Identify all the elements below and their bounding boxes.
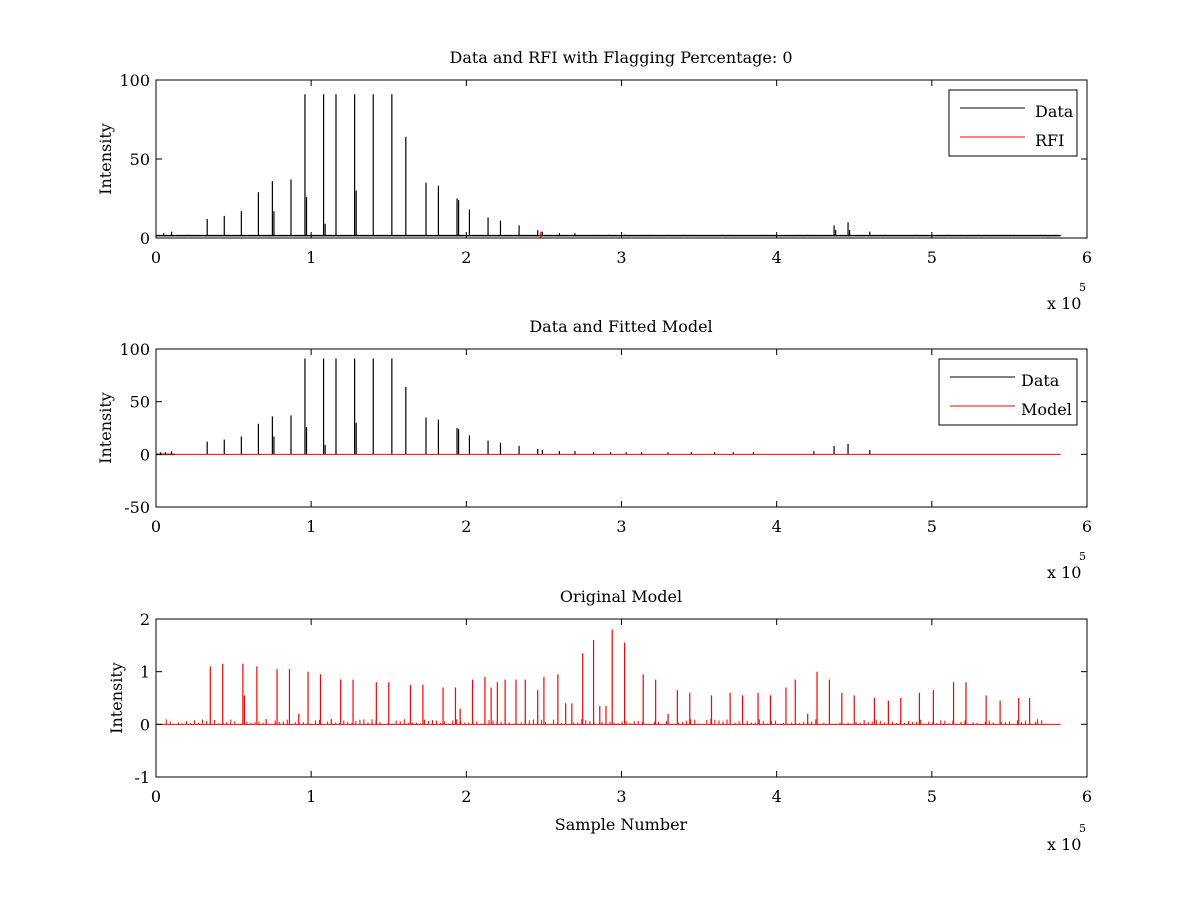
x-tick-label: 1 bbox=[306, 517, 316, 536]
y-tick-label: 0 bbox=[140, 445, 150, 464]
x-tick-label: 5 bbox=[927, 517, 937, 536]
x-tick-label: 6 bbox=[1082, 787, 1092, 806]
x-tick-label: 2 bbox=[461, 517, 471, 536]
x-tick-label: 1 bbox=[306, 248, 316, 267]
x-multiplier-base: x 10 bbox=[1047, 563, 1081, 582]
x-multiplier-exponent: 5 bbox=[1079, 281, 1086, 294]
x-multiplier-exponent: 5 bbox=[1079, 550, 1086, 563]
y-axis-label: Intensity bbox=[107, 662, 126, 734]
y-tick-label: -1 bbox=[134, 768, 150, 787]
x-tick-label: 0 bbox=[151, 248, 161, 267]
x-tick-label: 3 bbox=[616, 517, 626, 536]
panel-title: Original Model bbox=[560, 587, 682, 606]
y-tick-label: 100 bbox=[119, 71, 150, 90]
x-multiplier-base: x 10 bbox=[1047, 835, 1081, 854]
x-tick-label: 3 bbox=[616, 248, 626, 267]
y-tick-label: -50 bbox=[124, 498, 150, 517]
x-tick-label: 2 bbox=[461, 787, 471, 806]
data-layer bbox=[156, 358, 1061, 456]
legend-box bbox=[948, 89, 1078, 157]
y-tick-label: 0 bbox=[140, 715, 150, 734]
data-layer bbox=[156, 629, 1061, 725]
legend: Data Model bbox=[938, 358, 1078, 426]
x-tick-label: 4 bbox=[772, 248, 782, 267]
y-tick-label: 50 bbox=[130, 150, 150, 169]
y-tick-label: 2 bbox=[140, 610, 150, 629]
y-tick-label: 50 bbox=[130, 393, 150, 412]
legend-label-data: Data bbox=[1021, 371, 1060, 390]
x-tick-label: 6 bbox=[1082, 248, 1092, 267]
y-axis-label: Intensity bbox=[96, 123, 115, 195]
legend-label-data: Data bbox=[1035, 102, 1074, 121]
x-tick-label: 4 bbox=[772, 517, 782, 536]
tick-layer: 0 1 2 3 4 5 6 0 50 100 bbox=[119, 71, 1092, 267]
legend-label-model: Model bbox=[1021, 400, 1072, 419]
x-tick-label: 0 bbox=[151, 787, 161, 806]
x-tick-label: 6 bbox=[1082, 517, 1092, 536]
x-tick-label: 0 bbox=[151, 517, 161, 536]
panel-rfi: Data and RFI with Flagging Percentage: 0… bbox=[96, 48, 1092, 313]
x-axis-label: Sample Number bbox=[555, 815, 688, 834]
x-tick-label: 2 bbox=[461, 248, 471, 267]
legend-box bbox=[938, 358, 1078, 426]
legend-label-rfi: RFI bbox=[1035, 131, 1064, 150]
legend: Data RFI bbox=[948, 89, 1078, 157]
y-tick-label: 100 bbox=[119, 340, 150, 359]
x-tick-label: 5 bbox=[927, 787, 937, 806]
data-layer bbox=[156, 94, 1062, 238]
x-tick-label: 1 bbox=[306, 787, 316, 806]
panel-title: Data and Fitted Model bbox=[529, 317, 712, 336]
y-tick-label: 0 bbox=[140, 229, 150, 248]
x-multiplier: x 10 5 bbox=[1047, 550, 1086, 582]
y-tick-label: 1 bbox=[140, 663, 150, 682]
x-tick-label: 4 bbox=[772, 787, 782, 806]
x-multiplier-base: x 10 bbox=[1047, 294, 1081, 313]
x-tick-label: 3 bbox=[616, 787, 626, 806]
x-tick-label: 5 bbox=[927, 248, 937, 267]
plot-area: 0 1 2 3 4 5 6 0 50 100 bbox=[119, 71, 1092, 267]
y-axis-label: Intensity bbox=[96, 392, 115, 464]
x-multiplier: x 10 5 bbox=[1047, 822, 1086, 854]
x-multiplier: x 10 5 bbox=[1047, 281, 1086, 313]
panel-title: Data and RFI with Flagging Percentage: 0 bbox=[449, 48, 792, 67]
x-multiplier-exponent: 5 bbox=[1079, 822, 1086, 835]
